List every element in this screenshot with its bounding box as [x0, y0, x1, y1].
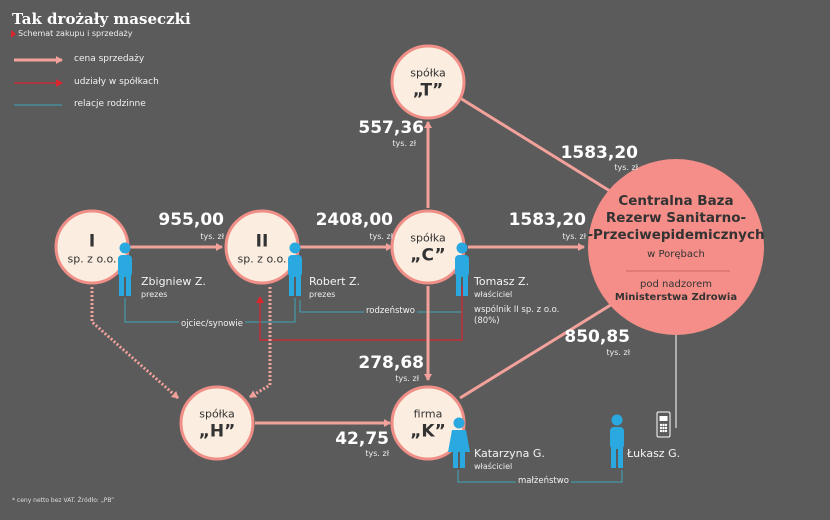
person-tomasz-note1: wspólnik II sp. z o.o. [474, 305, 560, 315]
central-node-circle [588, 159, 764, 335]
flow-h-to-k-value: 42,75 [335, 429, 389, 449]
person-tomasz-role: właściciel [474, 290, 513, 299]
flow-ii-to-c-value: 2408,00 [315, 210, 393, 230]
node-c-line1: spółka [410, 231, 446, 245]
node-c-line2: „C” [410, 245, 446, 266]
legend-sale-price-label: cena sprzedaży [74, 54, 145, 64]
node-ii-line2: sp. z o.o. [237, 252, 287, 266]
person-lukasz-icon [610, 414, 624, 468]
subtitle-marker-icon [11, 30, 16, 38]
flow-i-to-h-dotted-arrow [90, 287, 179, 400]
legend-shares-label: udziały w spółkach [74, 77, 159, 87]
central-title: Centralna Baza Rezerw Sanitarno- -Przeci… [587, 193, 764, 244]
person-robert-name: Robert Z. [309, 275, 360, 288]
footnote: * ceny netto bez VAT. Źródło: „PB” [12, 497, 115, 504]
flow-c-to-k-unit: tys. zł [395, 374, 419, 383]
person-tomasz-note2: (80%) [474, 316, 500, 326]
flow-t-to-central-unit: tys. zł [614, 163, 638, 172]
central-line1: Centralna Baza [618, 193, 734, 209]
relation-siblings-label: rodzeństwo [364, 306, 417, 316]
flow-k-to-central-arrow [459, 296, 623, 400]
shares-tomasz-to-ii-line [256, 286, 463, 341]
node-c-label: spółka „C” [410, 232, 446, 267]
legend-family-label: relacje rodzinne [74, 99, 146, 109]
relation-marriage-label: małżeństwo [516, 476, 571, 486]
page-subtitle: Schemat zakupu i sprzedaży [18, 29, 133, 38]
person-robert-role: prezes [309, 290, 336, 299]
page-title: Tak drożały maseczki [12, 10, 191, 28]
relation-father-sons-label: ojciec/synowie [179, 319, 245, 329]
node-t-circle [390, 44, 466, 120]
flow-c-to-k-value: 278,68 [358, 353, 424, 373]
flow-c-to-t-value: 557,36 [358, 118, 424, 138]
flow-ii-to-h-dotted-arrow [249, 287, 272, 399]
flow-k-to-central-unit: tys. zł [606, 348, 630, 357]
node-ii-label: II sp. z o.o. [237, 232, 286, 267]
node-i-line1: I [88, 231, 96, 252]
node-t-line1: spółka [410, 66, 446, 80]
node-ii-line1: II [255, 231, 269, 252]
person-katarzyna-role: właściciel [474, 462, 513, 471]
flow-c-to-t-unit: tys. zł [392, 139, 416, 148]
flow-k-to-central-value: 850,85 [564, 327, 630, 347]
person-katarzyna-icon [448, 417, 470, 468]
flow-ii-to-c-unit: tys. zł [369, 232, 393, 241]
person-lukasz-name: Łukasz G. [627, 447, 681, 460]
central-line3: -Przeciwepidemicznych [587, 226, 765, 243]
node-k-line1: firma [413, 407, 443, 421]
flow-h-to-k-unit: tys. zł [365, 449, 389, 458]
flow-c-to-central-value: 1583,20 [508, 210, 586, 230]
person-tomasz-name: Tomasz Z. [474, 275, 530, 288]
node-t-label: spółka „T” [410, 67, 446, 102]
node-h-label: spółka „H” [199, 408, 236, 443]
person-zbigniew-role: prezes [141, 290, 168, 299]
person-zbigniew-icon [118, 242, 132, 296]
node-h-line2: „H” [198, 421, 236, 442]
person-tomasz-icon [455, 242, 469, 296]
person-zbigniew-name: Zbigniew Z. [141, 275, 206, 288]
central-line5: pod nadzorem [640, 279, 712, 290]
phone-icon [656, 411, 671, 438]
flow-c-to-central-unit: tys. zł [562, 232, 586, 241]
person-katarzyna-name: Katarzyna G. [474, 447, 545, 460]
person-robert-icon [288, 242, 302, 296]
central-line4: w Porębach [647, 249, 705, 260]
node-h-line1: spółka [199, 407, 235, 421]
node-h-circle [179, 385, 255, 461]
node-t-line2: „T” [412, 80, 444, 101]
flow-i-to-ii-unit: tys. zł [200, 232, 224, 241]
flow-i-to-ii-value: 955,00 [158, 210, 224, 230]
node-k-line2: „K” [410, 421, 446, 442]
central-line6: Ministerstwa Zdrowia [614, 292, 738, 303]
flow-t-to-central-value: 1583,20 [560, 143, 638, 163]
node-i-line2: sp. z o.o. [67, 252, 117, 266]
node-k-label: firma „K” [410, 408, 446, 443]
flow-t-to-central-arrow [459, 96, 619, 198]
node-i-label: I sp. z o.o. [67, 232, 116, 267]
central-line2: Rezerw Sanitarno- [605, 209, 747, 226]
